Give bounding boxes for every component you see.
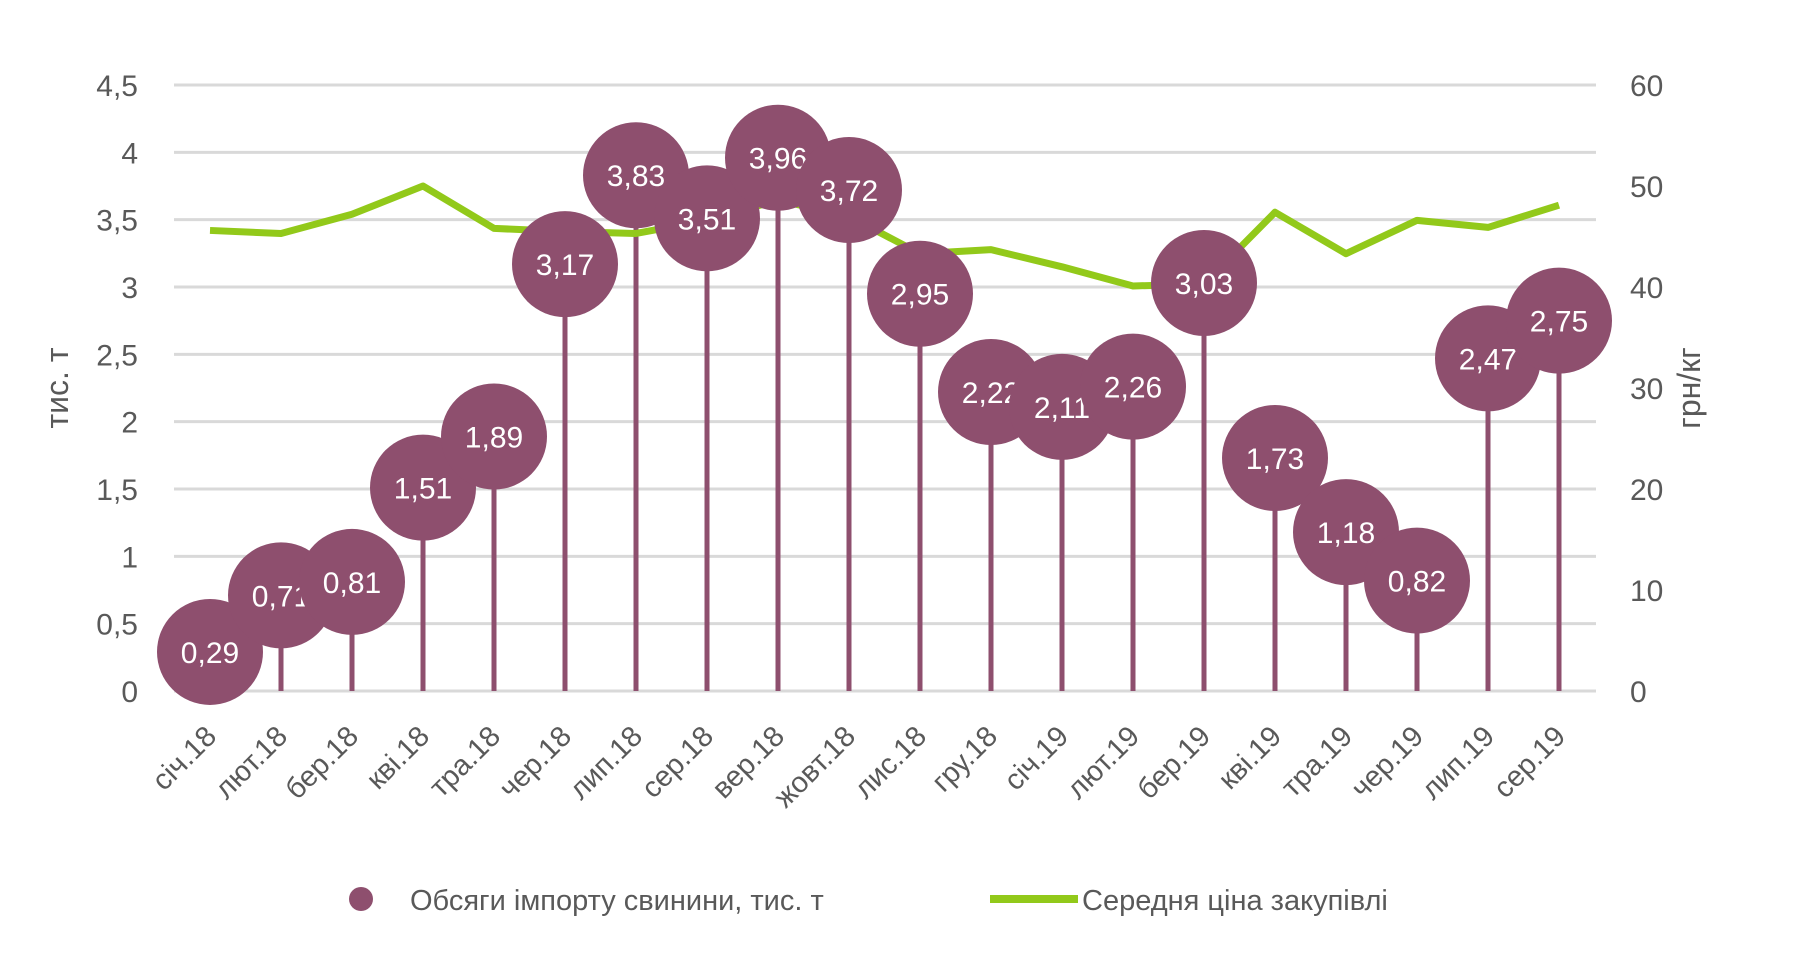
- x-tick-label: сер.18: [636, 720, 720, 804]
- y2-tick-label: 60: [1630, 70, 1663, 103]
- price-line-group: [209, 182, 1561, 290]
- x-tick-label: гру.18: [926, 720, 1004, 798]
- legend-label-import: Обсяги імпорту свинини, тис. т: [410, 885, 824, 917]
- import-data-label: 1,89: [465, 421, 523, 454]
- import-data-label: 3,83: [607, 160, 665, 193]
- import-data-label: 0,81: [323, 567, 381, 600]
- import-data-label: 2,47: [1459, 343, 1517, 376]
- y2-tick-label: 10: [1630, 575, 1663, 608]
- y-tick-label: 4: [121, 137, 138, 170]
- import-data-label: 3,17: [536, 249, 594, 282]
- y2-tick-label: 40: [1630, 272, 1663, 305]
- import-data-label: 2,11: [1034, 392, 1090, 425]
- y-tick-label: 0: [121, 676, 138, 709]
- import-data-label: 1,51: [394, 473, 452, 506]
- import-data-label: 1,18: [1317, 517, 1375, 550]
- x-axis-ticks: січ.18лют.18бер.18кві.18тра.18чер.18лип.…: [146, 720, 1572, 814]
- y2-tick-label: 20: [1630, 474, 1663, 507]
- y-axis-right-ticks: 0 10 20 30 40 50 60: [1630, 70, 1663, 709]
- x-tick-label: лют.18: [209, 720, 294, 805]
- y2-tick-label: 50: [1630, 171, 1663, 204]
- legend: Обсяги імпорту свинини, тис. т Середня ц…: [349, 885, 1388, 917]
- x-tick-label: тра.19: [1276, 720, 1359, 803]
- import-bubble: [867, 240, 973, 347]
- bubbles: 0,290,71 0,811,511,893,173,833,513,963,72…: [157, 104, 1612, 705]
- import-data-label: 0,29: [181, 637, 239, 670]
- legend-marker-import: [349, 887, 373, 911]
- x-tick-label: бер.18: [279, 720, 364, 805]
- x-tick-label: кві.19: [1212, 720, 1288, 796]
- import-data-label: 2,75: [1530, 306, 1588, 339]
- import-bubble: [1151, 229, 1257, 336]
- x-tick-label: лис.18: [848, 720, 933, 805]
- import-data-label: 0,82: [1388, 566, 1446, 599]
- import-bubble: [157, 598, 263, 705]
- y-tick-label: 2,5: [96, 339, 138, 372]
- y-tick-label: 3,5: [96, 205, 138, 238]
- y-tick-label: 1: [121, 541, 138, 574]
- import-bubble: [1506, 267, 1612, 374]
- import-data-label: 2,26: [1104, 372, 1162, 405]
- import-data-label: 3,72: [820, 175, 878, 208]
- x-tick-label: лип.18: [563, 720, 649, 806]
- price-line: [209, 182, 1561, 290]
- y-axis-right-label: грн/кг: [1671, 347, 1707, 429]
- x-tick-label: лют.19: [1061, 720, 1146, 805]
- import-bubble: [441, 383, 547, 490]
- import-bubble: [1080, 333, 1186, 440]
- y-tick-label: 1,5: [96, 474, 138, 507]
- x-tick-label: сер.19: [1488, 720, 1572, 804]
- import-data-label: 3,96: [749, 143, 807, 176]
- y-axis-left-ticks: 0 0,5 1 1,5 2 2,5 3 3,5 4 4,5: [96, 70, 138, 709]
- y-tick-label: 2: [121, 407, 138, 440]
- y-tick-label: 0,5: [96, 609, 138, 642]
- import-data-label: 3,03: [1175, 268, 1233, 301]
- legend-label-price: Середня ціна закупівлі: [1082, 885, 1388, 917]
- x-tick-label: чер.19: [1345, 720, 1430, 805]
- import-data-label: 3,51: [678, 203, 736, 236]
- y2-tick-label: 30: [1630, 373, 1663, 406]
- x-tick-label: бер.19: [1131, 720, 1216, 805]
- import-bubble: [1364, 527, 1470, 634]
- x-tick-label: чер.18: [493, 720, 578, 805]
- import-data-label: 2,95: [891, 279, 949, 312]
- x-tick-label: тра.18: [424, 720, 507, 803]
- import-data-label: 1,73: [1246, 443, 1304, 476]
- y-tick-label: 4,5: [96, 70, 138, 103]
- import-bubble: [512, 211, 618, 318]
- import-bubble: [1222, 405, 1328, 512]
- y-tick-label: 3: [121, 272, 138, 305]
- y-axis-left-label: тис. т: [39, 347, 75, 428]
- x-tick-label: лип.19: [1415, 720, 1501, 806]
- import-bubble: [796, 137, 902, 244]
- y2-tick-label: 0: [1630, 676, 1647, 709]
- x-tick-label: кві.18: [360, 720, 436, 796]
- import-bubble: [654, 165, 760, 272]
- import-bubble: [299, 528, 405, 635]
